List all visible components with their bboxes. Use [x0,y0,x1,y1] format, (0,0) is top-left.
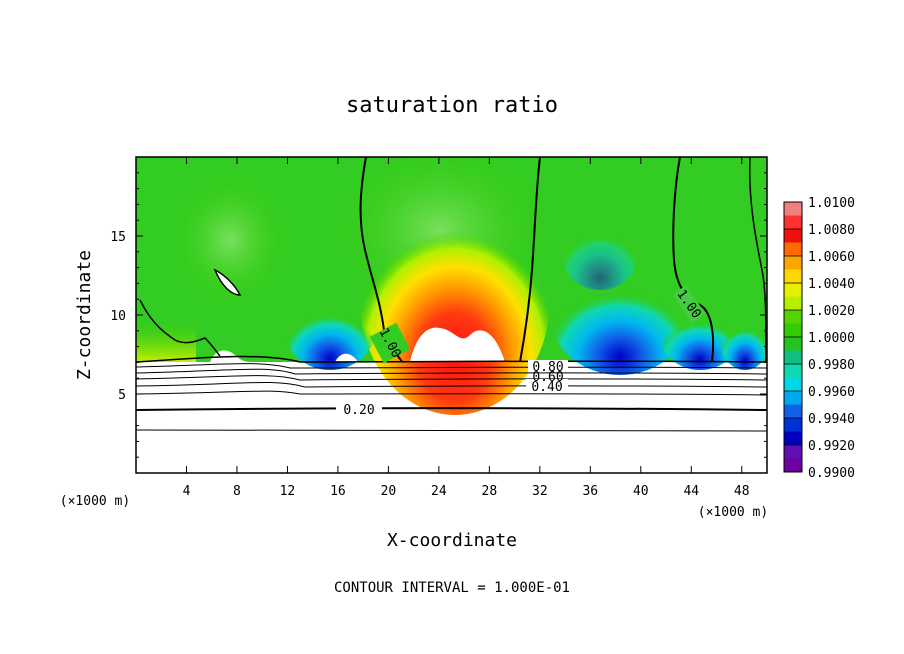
colorbar-label: 1.0000 [808,331,855,346]
contour-band-1 [136,355,767,363]
colorbar-label: 0.9900 [808,466,855,481]
x-axis-ticks: 4 8 12 16 20 24 28 32 36 40 44 48 [183,157,750,499]
colorbar-swatch [784,310,802,324]
field-white-bump [410,327,505,362]
contour-left-wiggle [139,299,221,357]
colorbar-swatch [784,418,802,432]
colorbar-swatch [784,229,802,243]
field-warm-core [360,185,550,415]
x-tick-label: 32 [532,484,548,499]
colorbar-swatch [784,458,802,473]
y-axis-ticks: 5 10 15 [110,172,767,458]
field-white-bump-small [335,353,358,362]
contour-band-8 [136,429,767,432]
contour-band-5 [136,381,767,388]
contour-1-00-b [519,157,541,363]
field-left-yellow [136,320,196,362]
field-cyan-upper [560,210,640,290]
x-tick-label: 40 [633,484,649,499]
colorbar-label: 1.0100 [808,196,855,211]
colorbar-swatch [784,350,802,365]
colorbar-swatch [784,215,802,230]
y-tick-label: 15 [110,230,126,245]
field-blue-blob-1 [285,290,375,370]
x-unit-left: (×1000 m) [60,494,130,509]
colorbar-label: 0.9960 [808,385,855,400]
x-tick-label: 44 [683,484,699,499]
contour-interval-note: CONTOUR INTERVAL = 1.000E-01 [334,580,570,596]
x-tick-label: 4 [183,484,191,499]
y-tick-label: 5 [118,388,126,403]
colorbar-label: 1.0060 [808,250,855,265]
contour-left-loop [213,268,242,296]
contour-band-2 [136,363,767,369]
contour-label: 0.20 [343,403,374,418]
x-tick-label: 28 [482,484,498,499]
field-blue-blob-4 [720,310,767,370]
colorbar-swatch [784,283,802,297]
colorbar-swatch [784,377,802,392]
y-tick-label: 10 [110,309,126,324]
colorbar-swatch [784,337,802,351]
colorbar-swatch [784,391,802,405]
colorbar-swatch [784,269,802,284]
y-axis-title: Z-coordinate [74,250,95,380]
colorbar: 1.0100 1.0080 1.0060 1.0040 1.0020 1.0000 0.99… [783,196,855,481]
colorbar-swatch [784,323,802,338]
contour-band-3 [136,368,767,375]
colorbar-label: 1.0080 [808,223,855,238]
contour-1-00-d [748,157,767,363]
colorbar-swatch [784,404,802,419]
x-tick-label: 48 [734,484,750,499]
contour-label: 0.80 [532,360,563,375]
colorbar-swatch [784,364,802,378]
contour-label: 0.40 [531,380,562,395]
colorbar-swatch [784,202,802,216]
x-tick-label: 16 [330,484,346,499]
colorbar-label: 1.0020 [808,304,855,319]
x-tick-label: 36 [582,484,598,499]
colorbar-swatch [784,445,802,459]
colorbar-label: 0.9920 [808,439,855,454]
x-axis-title: X-coordinate [387,530,517,551]
colorbar-swatch [784,296,802,311]
contour-band-6 [136,390,767,396]
contour-band-7 [136,407,767,411]
colorbar-label: 0.9980 [808,358,855,373]
x-unit-right: (×1000 m) [698,505,768,520]
plot-area [136,157,767,473]
colorbar-swatch [784,431,802,446]
x-tick-label: 12 [280,484,296,499]
colorbar-label: 0.9940 [808,412,855,427]
colorbar-swatch [784,256,802,270]
chart-title: saturation ratio [346,93,558,118]
x-tick-label: 24 [431,484,447,499]
x-tick-label: 20 [381,484,397,499]
field-light-green-2 [170,170,290,310]
contour-label: 0.60 [532,370,563,385]
contour-band-4 [136,375,767,381]
field-blue-blob-3 [660,300,740,370]
contour-1-00-c [672,157,715,363]
colorbar-swatch [784,242,802,257]
x-tick-label: 8 [233,484,241,499]
colorbar-label: 1.0040 [808,277,855,292]
